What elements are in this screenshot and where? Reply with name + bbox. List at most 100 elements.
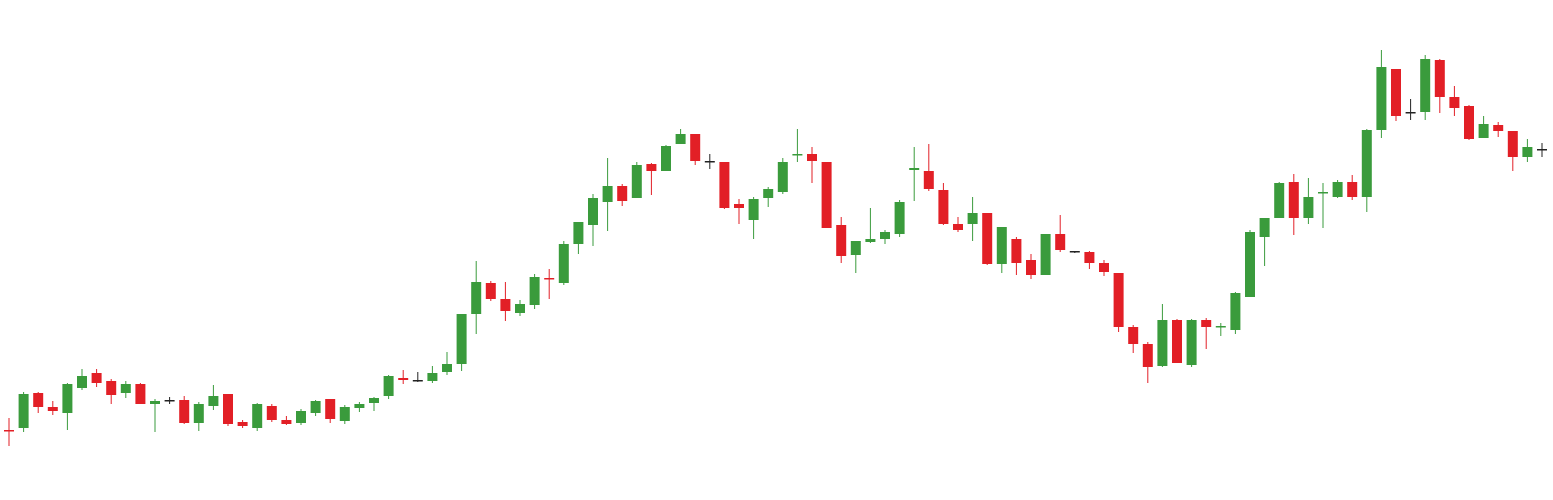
candle-body <box>471 282 482 314</box>
candle-up <box>1259 218 1270 266</box>
candle-down <box>836 217 847 263</box>
candle-up <box>1318 183 1328 228</box>
candle-up <box>1376 50 1387 138</box>
candle-body <box>1464 106 1474 139</box>
candle-body <box>456 314 467 364</box>
candle-body <box>4 430 14 432</box>
candle-body <box>1493 125 1504 131</box>
candle-up <box>573 222 584 254</box>
candle-body <box>544 278 555 280</box>
candle-up <box>339 405 350 424</box>
candle-down <box>953 217 963 232</box>
candle-body <box>237 422 248 426</box>
candle-down <box>544 269 555 299</box>
candle-body <box>1245 232 1255 297</box>
candle-body <box>193 404 204 423</box>
candle-down <box>1507 131 1518 171</box>
candle-body <box>500 299 511 311</box>
candle-body <box>1274 183 1285 218</box>
candle-up <box>442 352 452 375</box>
candle-body <box>763 189 774 198</box>
candle-body <box>1434 60 1445 97</box>
candle-down <box>266 404 277 422</box>
candle-up <box>588 194 598 246</box>
candle-body <box>558 244 569 283</box>
candle-body <box>1318 192 1328 194</box>
candle-body <box>909 168 920 170</box>
candle-down <box>179 396 190 424</box>
candle-up <box>18 392 29 432</box>
candle-up <box>967 197 978 241</box>
candle-body <box>442 364 452 372</box>
candle-body <box>953 224 963 230</box>
candle-doji <box>412 372 423 382</box>
candle-body <box>1172 320 1182 363</box>
candle-body <box>1201 320 1212 327</box>
candle-body <box>398 378 409 380</box>
candle-body <box>646 164 657 171</box>
candle-up <box>675 129 686 144</box>
candle-body <box>1405 112 1416 114</box>
candle-body <box>1142 344 1153 367</box>
candle-up <box>296 409 306 425</box>
candle-up <box>602 158 613 231</box>
candle-body <box>865 239 876 242</box>
candle-down <box>1084 251 1095 269</box>
candle-up <box>193 402 204 431</box>
candle-up <box>1420 55 1431 120</box>
candle-body <box>836 225 847 256</box>
candle-body <box>515 304 525 313</box>
candle-up <box>208 385 219 410</box>
candle-down <box>1011 237 1022 275</box>
candle-body <box>1420 59 1431 112</box>
candle-body <box>1084 252 1095 263</box>
candle-body <box>573 222 584 244</box>
candle-body <box>1537 149 1547 151</box>
candle-up <box>1361 129 1372 212</box>
candle-up <box>1332 180 1343 198</box>
candle-up <box>354 402 365 412</box>
candle-up <box>909 147 920 201</box>
candle-body <box>1157 320 1168 366</box>
candle-doji <box>1069 251 1080 253</box>
candle-down <box>938 183 949 225</box>
candle-body <box>1347 182 1358 197</box>
candle-body <box>602 186 613 202</box>
candle-body <box>223 394 233 424</box>
candle-body <box>690 134 701 161</box>
candle-body <box>631 165 642 198</box>
candle-body <box>880 232 890 239</box>
candle-up <box>456 314 467 371</box>
candle-body <box>1026 260 1036 275</box>
candle-up <box>850 241 861 273</box>
candle-up <box>1040 234 1051 275</box>
candle-down <box>500 282 511 321</box>
candle-body <box>208 396 219 406</box>
candle-down <box>281 416 292 425</box>
candle-down <box>1288 174 1299 235</box>
candle-up <box>150 399 160 432</box>
candle-body <box>719 162 730 208</box>
candle-down <box>1391 69 1401 121</box>
candle-up <box>383 375 394 399</box>
candle-down <box>719 162 730 209</box>
candle-up <box>62 383 73 430</box>
candle-body <box>821 162 832 228</box>
candle-up <box>1230 292 1241 334</box>
candle-body <box>281 420 292 424</box>
candle-body <box>18 394 29 428</box>
candle-body <box>120 384 131 393</box>
candle-body <box>1391 69 1401 116</box>
candle-body <box>1522 147 1533 157</box>
candle-body <box>77 376 87 388</box>
candle-down <box>1026 254 1036 279</box>
candle-body <box>1069 251 1080 253</box>
candle-up <box>1522 139 1533 162</box>
candle-body <box>850 241 861 255</box>
candle-up <box>120 381 131 398</box>
candle-up <box>427 366 438 383</box>
candle-down <box>1201 318 1212 349</box>
candle-body <box>1478 124 1489 138</box>
candle-body <box>1449 97 1460 108</box>
candle-down <box>1113 273 1124 332</box>
